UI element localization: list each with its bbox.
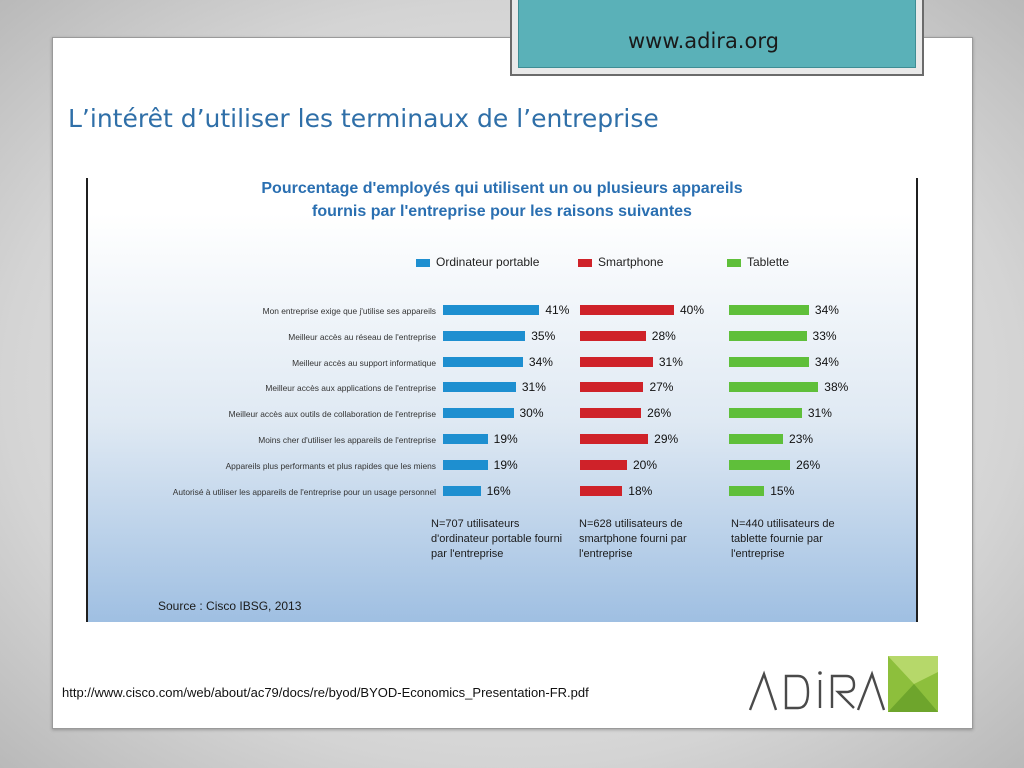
category-label: Appareils plus performants et plus rapid…: [225, 460, 436, 471]
bar-value-laptop: 35%: [531, 328, 556, 343]
bar-value-laptop: 16%: [486, 483, 511, 498]
bar-tablet: [729, 330, 807, 341]
bar-value-smartphone: 40%: [680, 303, 705, 317]
slide-title: L’intérêt d’utiliser les terminaux de l’…: [68, 104, 659, 133]
adira-logo-mark: [748, 656, 938, 712]
bar-value-smartphone: 28%: [651, 328, 676, 343]
category-label: Moins cher d'utiliser les appareils de l…: [258, 435, 436, 445]
category-label: Mon entreprise exige que j'utilise ses a…: [262, 306, 436, 316]
bar-laptop: [443, 485, 481, 496]
bar-value-tablet: 26%: [796, 457, 821, 472]
legend-swatch-laptop: [416, 259, 430, 267]
site-url-banner: [510, 0, 924, 76]
bar-value-tablet: 38%: [824, 380, 849, 395]
bar-tablet: [729, 305, 809, 315]
bar-value-laptop: 30%: [519, 406, 544, 421]
legend-label-laptop: Ordinateur portable: [436, 255, 540, 269]
reference-link[interactable]: http://www.cisco.com/web/about/ac79/docs…: [62, 685, 589, 700]
bar-laptop: [443, 382, 516, 393]
bar-laptop: [443, 408, 514, 419]
bar-laptop: [443, 434, 488, 444]
note-tablet: N=440 utilisateurs de tablette fournie p…: [731, 518, 835, 560]
category-label: Meilleur accès aux outils de collaborati…: [228, 409, 436, 420]
category-label: Meilleur accès au support informatique: [292, 357, 436, 368]
site-url[interactable]: www.adira.org: [628, 29, 779, 53]
category-label: Meilleur accès aux applications de l'ent…: [265, 383, 436, 394]
bar-value-smartphone: 20%: [633, 457, 658, 472]
legend-label-smartphone: Smartphone: [598, 255, 664, 269]
bar-value-smartphone: 27%: [649, 380, 674, 395]
chart-panel: Pourcentage d'employés qui utilisent un …: [86, 178, 918, 622]
bar-value-laptop: 41%: [545, 303, 570, 317]
bar-value-tablet: 23%: [789, 432, 814, 446]
bar-smartphone: [580, 408, 642, 419]
bar-value-smartphone: 26%: [647, 406, 672, 421]
chart-source: Source : Cisco IBSG, 2013: [158, 599, 302, 613]
legend-swatch-tablet: [727, 259, 741, 267]
bar-laptop: [443, 459, 488, 470]
bar-smartphone: [580, 485, 623, 496]
bar-smartphone: [580, 356, 653, 367]
bar-value-smartphone: 29%: [654, 432, 679, 446]
category-label: Meilleur accès au réseau de l'entreprise: [288, 331, 436, 342]
bar-area: 41% 40% 34% 35% 28% 33% 34% 31% 34% 31% 27% 38% 30% 2…: [88, 178, 916, 508]
bar-laptop: [443, 356, 523, 367]
bar-smartphone: [580, 330, 646, 341]
note-laptop: N=707 utilisateurs d'ordinateur portable…: [431, 518, 563, 560]
bar-smartphone: [580, 459, 627, 470]
bar-value-laptop: 19%: [493, 457, 518, 472]
bar-tablet: [729, 485, 765, 496]
bar-value-tablet: 15%: [770, 483, 795, 498]
note-smartphone: N=628 utilisateurs de smartphone fourni …: [579, 518, 687, 560]
bar-laptop: [443, 330, 526, 341]
bar-value-tablet: 34%: [814, 303, 839, 317]
bar-tablet: [729, 382, 819, 393]
bar-value-tablet: 33%: [812, 328, 837, 343]
bar-value-laptop: 34%: [528, 354, 553, 369]
adira-logo: [746, 654, 941, 721]
bar-value-tablet: 34%: [814, 354, 839, 369]
bar-value-smartphone: 18%: [628, 483, 653, 498]
bar-value-tablet: 31%: [807, 406, 832, 421]
chart-title-line1: Pourcentage d'employés qui utilisent un …: [261, 180, 743, 197]
bar-tablet: [729, 434, 784, 444]
bar-value-laptop: 31%: [521, 380, 546, 395]
category-label: Autorisé à utiliser les appareils de l'e…: [172, 486, 436, 497]
legend-label-tablet: Tablette: [747, 255, 790, 269]
bar-tablet: [729, 408, 802, 419]
bar-smartphone: [580, 305, 674, 315]
banner-fill: [518, 0, 916, 68]
bar-tablet: [729, 356, 809, 367]
bar-smartphone: [580, 382, 644, 393]
bar-value-smartphone: 31%: [658, 354, 683, 369]
bar-tablet: [729, 459, 791, 470]
legend-swatch-smartphone: [578, 259, 592, 267]
bar-value-laptop: 19%: [493, 432, 518, 446]
chart-title-line2: fournis par l'entreprise pour les raison…: [312, 203, 692, 220]
bar-smartphone: [580, 434, 649, 444]
bar-laptop: [443, 305, 540, 315]
category-labels: Mon entreprise exige que j'utilise ses a…: [88, 178, 436, 508]
